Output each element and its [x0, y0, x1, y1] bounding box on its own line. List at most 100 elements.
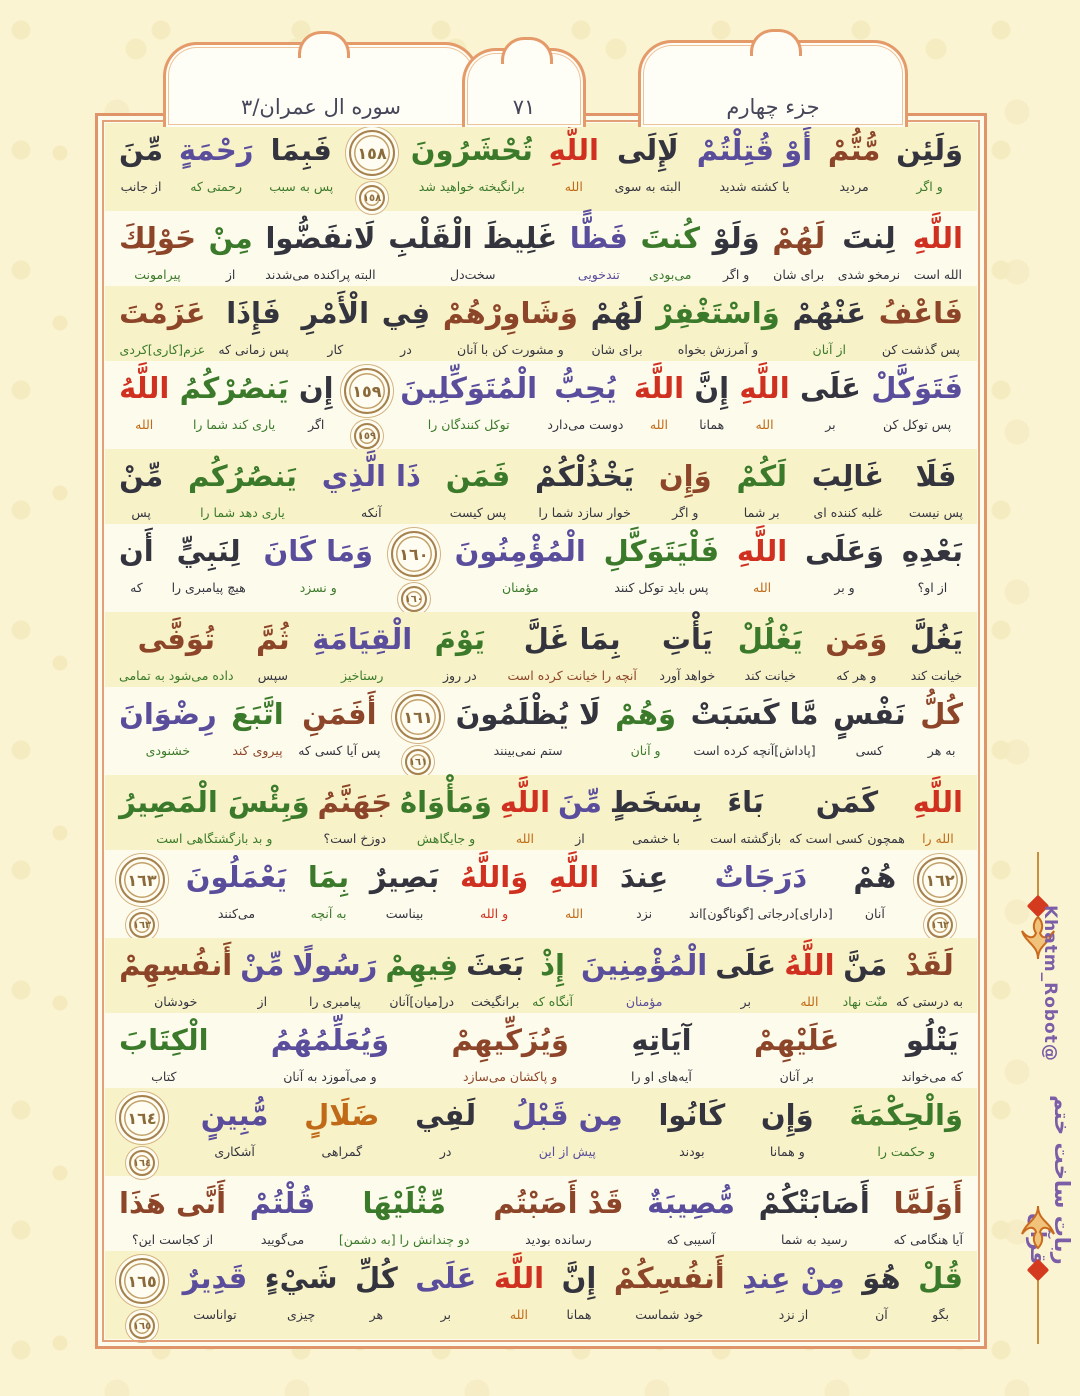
arabic-word: عِندَ — [619, 860, 669, 894]
verse-row: اللَّهِ الله را كَمَن همچون کسی است که بَاءَ… — [105, 775, 977, 850]
word-unit: مِّنَ از — [558, 777, 602, 850]
farsi-translation: یاری دهد شما را — [200, 505, 285, 520]
farsi-translation: و می‌آموزد به آنان — [283, 1069, 377, 1084]
arabic-word: يَغُلَّ — [909, 622, 963, 656]
arabic-word: رَحْمَةٍ — [178, 133, 254, 167]
word-unit: يَوْمَ در روز — [435, 614, 485, 687]
arabic-word: وَمَن — [825, 622, 888, 656]
arabic-word: أَصَابَتْكُمْ — [758, 1186, 870, 1220]
arabic-word: عَلَيْهِمْ — [754, 1023, 840, 1057]
farsi-translation: و مشورت کن با آنان — [457, 342, 564, 357]
word-unit: تُحْشَرُونَ برانگیخته خواهید شد — [411, 125, 533, 211]
word-unit: جَهَنَّمُ دوزخ است؟ — [318, 777, 393, 850]
word-unit: لِنَبِيٍّ هیچ پیامبری را — [172, 526, 246, 612]
arabic-word: لَإِلَى — [616, 133, 679, 167]
verse-row: يَتْلُو که می‌خواند عَلَيْهِمْ بر آنان آيَات… — [105, 1013, 977, 1088]
arabic-word: كُنتَ — [640, 221, 700, 255]
word-unit: الْأَمْرِ کار — [302, 288, 370, 361]
arabic-word: بَعَثَ — [466, 948, 525, 982]
farsi-translation: از جانب — [120, 179, 162, 194]
arabic-word: يَعْمَلُونَ — [185, 860, 288, 894]
farsi-translation: در — [439, 1144, 452, 1159]
arabic-word: شَيْءٍ — [264, 1261, 338, 1295]
verse-row: بَعْدِهِ از او؟ وَعَلَى و بر اللَّهِ الله فَلْ… — [105, 524, 977, 612]
arabic-word: فَلَا — [915, 459, 957, 493]
farsi-translation: و الله — [480, 906, 509, 921]
farsi-translation: آنچه را خیانت کرده است — [507, 668, 637, 683]
farsi-translation: بازگشته است — [710, 831, 782, 846]
word-unit: وَلَوْ و اگر — [713, 213, 760, 286]
farsi-translation: یاری کند شما را — [192, 417, 276, 432]
word-unit: كَانُوا بودند — [658, 1090, 725, 1176]
word-unit: مِنْ از — [209, 213, 253, 286]
word-unit: مَنَّ منّت نهاد — [843, 940, 888, 1013]
arabic-word: يَنصُرْكُمُ — [179, 371, 289, 405]
word-unit: اللَّهِ الله را — [913, 777, 963, 850]
arabic-word: الْكِتَابَ — [119, 1023, 209, 1057]
arabic-word: بَصِيرٌ — [369, 860, 440, 894]
word-unit: أَنفُسِهِمْ خودشان — [119, 940, 232, 1013]
word-unit: وَالْحِكْمَةَ و حکمت را — [849, 1090, 963, 1176]
farsi-translation: و پاکشان می‌سازد — [462, 1069, 558, 1084]
word-unit: نَفْسٍ کسی — [833, 689, 906, 775]
arabic-word: كَانُوا — [658, 1098, 726, 1132]
verse-row: لَقَدْ به درستی که مَنَّ منّت نهاد اللَّهُ ال… — [105, 938, 977, 1013]
farsi-translation: دوزخ است؟ — [323, 831, 387, 846]
arabic-word: الْمُتَوَكِّلِينَ — [400, 371, 538, 405]
word-unit: اللَّهَ الله — [494, 1253, 544, 1339]
farsi-translation: خیانت کند — [910, 668, 963, 683]
word-unit: غَلِيظَ الْقَلْبِ سخت‌دل — [388, 213, 557, 286]
arabic-word: أَفَمَنِ — [302, 697, 377, 731]
arabic-word: اللَّهُ — [784, 948, 835, 982]
farsi-translation: از آنان — [812, 342, 846, 357]
verse-medallion-unit: ١٦٥ ١٦٥ — [119, 1253, 166, 1339]
farsi-translation: یا کشته شدید — [719, 179, 790, 194]
juz-title-badge: جزء چهارم — [638, 29, 908, 127]
arabic-word: حَوْلِكَ — [119, 221, 196, 255]
farsi-translation: آسیبی که — [666, 1232, 716, 1247]
word-unit: أَن که — [119, 526, 154, 612]
word-unit: يَخْذُلْكُمْ خوار سازد شما را — [535, 451, 634, 524]
word-unit: وَلَئِن و اگر — [896, 125, 963, 211]
word-unit: وَإِن و اگر — [659, 451, 712, 524]
word-unit: فِيهِمْ در[میان]آنان — [385, 940, 458, 1013]
arabic-word: اللَّهُ — [119, 371, 170, 405]
word-unit: شَيْءٍ چیزی — [265, 1253, 338, 1339]
arabic-word: كَمَن — [815, 785, 879, 819]
word-unit: أَصَابَتْكُمْ رسید به شما — [759, 1178, 870, 1251]
surah-title-badge: سوره ال عمران/٣ — [163, 31, 479, 127]
farsi-translation: بودند — [679, 1144, 705, 1159]
arabic-word: فِي — [381, 296, 431, 330]
verse-medallion-unit: ١٥٨ ١٥٨ — [349, 125, 396, 211]
farsi-translation: در[میان]آنان — [389, 994, 455, 1009]
farsi-translation: بگو — [932, 1307, 949, 1322]
word-unit: يَأْتِ خواهد آورد — [659, 614, 715, 687]
farsi-translation: پیروی کند — [232, 743, 283, 758]
arabic-word: اللَّهِ — [736, 534, 788, 568]
farsi-translation: پیامبری را — [309, 994, 361, 1009]
arabic-word: بِمَا غَلَّ — [523, 622, 621, 656]
word-unit: يَغُلَّ خیانت کند — [910, 614, 963, 687]
word-unit: مِنْ عِندِ از نزد — [742, 1253, 845, 1339]
verse-number-badge-small: ١٦٣ — [129, 912, 155, 938]
arabic-word: أَن — [119, 534, 154, 568]
word-unit: مَّا كَسَبَتْ [پاداش]آنچه کرده است — [691, 689, 819, 775]
arabic-word: الْمُؤْمِنِينَ — [581, 948, 708, 982]
arabic-word: لِنتَ — [842, 221, 896, 255]
farsi-translation: غلبه کننده ای — [813, 505, 883, 520]
word-unit: كُنتَ می‌بودی — [641, 213, 700, 286]
farsi-translation: پس آیا کسی که — [298, 743, 381, 758]
arabic-word: جَهَنَّمُ — [317, 785, 393, 819]
word-unit: آيَاتِهِ آیه‌های او را — [631, 1015, 692, 1088]
juz-title: جزء چهارم — [726, 95, 820, 119]
word-unit: عَنْهُمْ از آنان — [792, 288, 866, 361]
arabic-word: قَدِيرٌ — [182, 1261, 248, 1295]
word-unit: أَفَمَنِ پس آیا کسی که — [298, 689, 380, 775]
arabic-word: يَنصُرُكُم — [187, 459, 297, 493]
verse-medallion-unit: ١٦٢ ١٦٢ — [917, 852, 963, 938]
word-unit: عَلَى بر — [800, 363, 861, 449]
verse-row: فَاعْفُ پس گذشت کن عَنْهُمْ از آنان وَاسْتَغ… — [105, 286, 977, 361]
farsi-translation: الله — [515, 831, 535, 846]
farsi-translation: برای شان — [773, 267, 825, 282]
